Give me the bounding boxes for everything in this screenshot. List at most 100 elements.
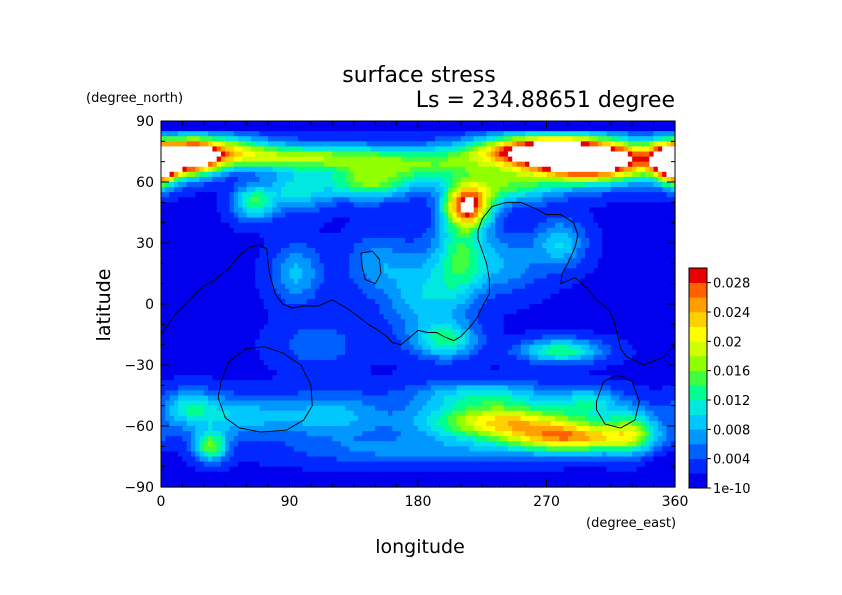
heatmap-cell — [319, 166, 325, 173]
heatmap-cell — [469, 222, 475, 229]
heatmap-cell — [289, 329, 295, 336]
heatmap-cell — [161, 329, 166, 336]
heatmap-cell — [276, 324, 282, 331]
heatmap-cell — [298, 176, 303, 183]
heatmap-cell — [550, 298, 556, 305]
heatmap-cell — [178, 253, 184, 259]
heatmap-cell — [328, 156, 333, 163]
heatmap-cell — [632, 319, 638, 325]
heatmap-cell — [178, 314, 184, 320]
heatmap-cell — [263, 192, 269, 198]
heatmap-cell — [199, 131, 205, 137]
heatmap-cell — [486, 126, 492, 132]
heatmap-cell — [379, 232, 385, 239]
heatmap-cell — [529, 258, 535, 264]
heatmap-cell — [447, 217, 453, 224]
heatmap-cell — [405, 131, 411, 137]
heatmap-cell — [469, 248, 475, 254]
heatmap-cell — [319, 319, 325, 325]
heatmap-cell — [559, 258, 565, 264]
heatmap-cell — [250, 131, 256, 137]
heatmap-cell — [567, 197, 573, 203]
heatmap-cell — [507, 197, 513, 203]
heatmap-cell — [242, 268, 248, 275]
heatmap-cell — [550, 263, 556, 270]
heatmap-cell — [636, 156, 642, 163]
heatmap-cell — [533, 248, 539, 254]
heatmap-cell — [520, 263, 526, 270]
heatmap-cell — [572, 227, 578, 234]
heatmap-cell — [593, 126, 599, 132]
heatmap-cell — [366, 217, 372, 224]
heatmap-cell — [649, 131, 655, 137]
heatmap-cell — [430, 141, 436, 148]
heatmap-cell — [340, 253, 346, 259]
heatmap-cell — [615, 131, 620, 137]
heatmap-cell — [606, 278, 612, 285]
heatmap-cell — [310, 182, 316, 188]
heatmap-cell — [602, 278, 608, 285]
heatmap-cell — [276, 253, 282, 259]
heatmap-cell — [276, 314, 282, 320]
heatmap-cell — [169, 329, 175, 336]
heatmap-cell — [413, 176, 419, 183]
heatmap-cell — [559, 237, 565, 244]
heatmap-cell — [597, 146, 603, 153]
heatmap-cell — [190, 136, 196, 142]
heatmap-cell — [383, 197, 389, 203]
heatmap-cell — [585, 197, 590, 203]
heatmap-cell — [233, 329, 239, 336]
heatmap-cell — [413, 237, 419, 244]
heatmap-cell — [572, 243, 578, 249]
heatmap-cell — [619, 324, 625, 331]
heatmap-cell — [572, 176, 578, 183]
heatmap-cell — [520, 319, 526, 325]
heatmap-cell — [328, 278, 333, 285]
heatmap-cell — [405, 273, 411, 280]
heatmap-cell — [396, 202, 402, 209]
heatmap-cell — [567, 227, 573, 234]
heatmap-cell — [555, 202, 560, 209]
heatmap-cell — [593, 288, 599, 295]
heatmap-cell — [182, 146, 188, 153]
heatmap-cell — [238, 166, 243, 173]
heatmap-cell — [238, 141, 243, 148]
heatmap-cell — [447, 283, 453, 290]
heatmap-cell — [358, 202, 363, 209]
heatmap-cell — [169, 293, 175, 300]
heatmap-cell — [293, 141, 299, 148]
heatmap-cell — [268, 293, 273, 300]
heatmap-cell — [623, 151, 629, 158]
heatmap-cell — [358, 309, 363, 315]
heatmap-cell — [670, 161, 676, 168]
heatmap-cell — [632, 131, 638, 137]
heatmap-cell — [229, 253, 235, 259]
heatmap-cell — [576, 253, 582, 259]
heatmap-cell — [533, 141, 539, 148]
heatmap-cell — [435, 263, 441, 270]
heatmap-cell — [649, 268, 655, 275]
heatmap-cell — [336, 253, 342, 259]
heatmap-cell — [392, 329, 398, 336]
heatmap-cell — [615, 253, 620, 259]
heatmap-cell — [392, 309, 398, 315]
heatmap-cell — [405, 237, 411, 244]
heatmap-cell — [469, 288, 475, 295]
heatmap-cell — [606, 146, 612, 153]
heatmap-cell — [298, 324, 303, 331]
heatmap-cell — [216, 309, 222, 315]
heatmap-cell — [233, 288, 239, 295]
heatmap-cell — [503, 263, 509, 270]
heatmap-cell — [238, 248, 243, 254]
heatmap-cell — [439, 243, 445, 249]
heatmap-cell — [469, 314, 475, 320]
heatmap-cell — [529, 319, 535, 325]
heatmap-cell — [383, 278, 389, 285]
heatmap-cell — [216, 253, 222, 259]
heatmap-cell — [546, 309, 552, 315]
heatmap-cell — [640, 197, 646, 203]
heatmap-cell — [662, 232, 668, 239]
heatmap-cell — [619, 248, 625, 254]
heatmap-cell — [593, 151, 599, 158]
heatmap-cell — [555, 268, 560, 275]
